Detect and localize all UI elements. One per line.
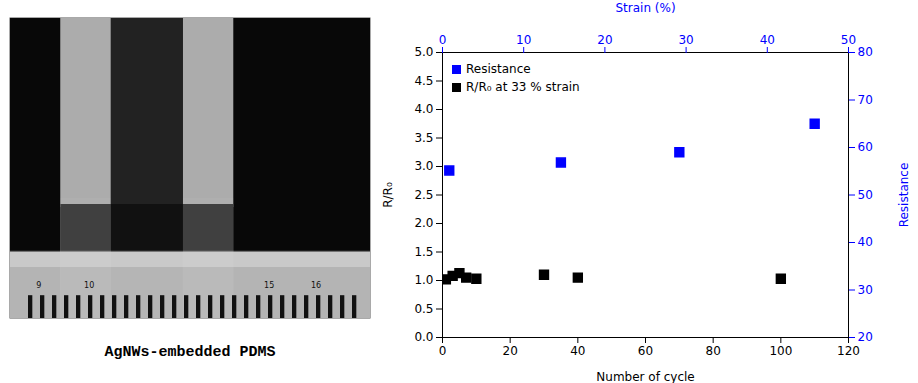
svg-text:10: 10 bbox=[516, 33, 531, 47]
svg-text:R/R₀: R/R₀ bbox=[381, 182, 395, 208]
svg-text:3.0: 3.0 bbox=[414, 159, 433, 173]
svg-text:60: 60 bbox=[638, 344, 653, 358]
svg-text:120: 120 bbox=[837, 344, 860, 358]
svg-text:Strain (%): Strain (%) bbox=[615, 1, 675, 15]
svg-text:60: 60 bbox=[858, 140, 873, 154]
svg-text:50: 50 bbox=[858, 188, 873, 202]
svg-text:0.0: 0.0 bbox=[414, 330, 433, 344]
svg-text:Number of cycle: Number of cycle bbox=[596, 370, 694, 383]
svg-text:20: 20 bbox=[858, 330, 873, 344]
svg-text:3.5: 3.5 bbox=[414, 131, 433, 145]
html-text:R/R₀ at 33 % strain: R/R₀ at 33 % strain bbox=[466, 80, 580, 94]
svg-text:4.0: 4.0 bbox=[414, 102, 433, 116]
svg-text:30: 30 bbox=[858, 283, 873, 297]
svg-text:4.5: 4.5 bbox=[414, 74, 433, 88]
svg-text:80: 80 bbox=[858, 45, 873, 59]
svg-text:2.0: 2.0 bbox=[414, 216, 433, 230]
svg-text:30: 30 bbox=[678, 33, 693, 47]
svg-text:10: 10 bbox=[84, 281, 94, 290]
svg-text:80: 80 bbox=[706, 344, 721, 358]
svg-text:0: 0 bbox=[439, 344, 447, 358]
svg-text:AgNWs-embedded PDMS: AgNWs-embedded PDMS bbox=[104, 344, 275, 361]
svg-text:40: 40 bbox=[858, 235, 873, 249]
svg-text:Resistance: Resistance bbox=[897, 163, 911, 228]
svg-text:1.5: 1.5 bbox=[414, 245, 433, 259]
html-text:Resistance: Resistance bbox=[466, 62, 531, 76]
svg-text:50: 50 bbox=[841, 33, 856, 47]
svg-text:5.0: 5.0 bbox=[414, 45, 433, 59]
svg-text:2.5: 2.5 bbox=[414, 188, 433, 202]
svg-text:1.0: 1.0 bbox=[414, 273, 433, 287]
svg-text:9: 9 bbox=[36, 281, 41, 290]
svg-text:0: 0 bbox=[439, 33, 447, 47]
svg-text:0.5: 0.5 bbox=[414, 302, 433, 316]
svg-text:100: 100 bbox=[769, 344, 792, 358]
svg-text:16: 16 bbox=[311, 281, 321, 290]
svg-text:20: 20 bbox=[597, 33, 612, 47]
svg-text:20: 20 bbox=[503, 344, 518, 358]
svg-text:70: 70 bbox=[858, 93, 873, 107]
svg-text:40: 40 bbox=[570, 344, 585, 358]
svg-text:40: 40 bbox=[760, 33, 775, 47]
svg-text:15: 15 bbox=[264, 281, 274, 290]
